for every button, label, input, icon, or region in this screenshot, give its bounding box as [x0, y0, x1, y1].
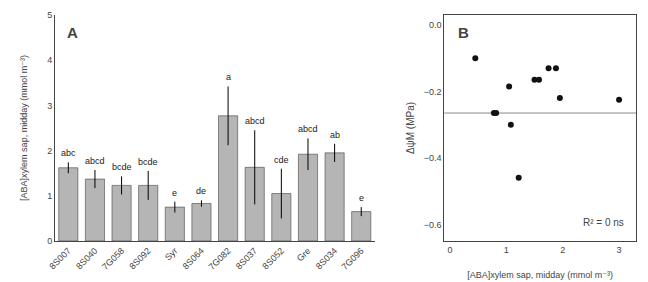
svg-text:bcde: bcde [112, 162, 132, 172]
svg-text:e: e [359, 193, 364, 203]
svg-text:Syr: Syr [163, 246, 180, 263]
svg-text:5: 5 [47, 10, 52, 20]
svg-text:1: 1 [504, 245, 509, 255]
svg-text:−0.2: −0.2 [424, 87, 442, 97]
svg-text:8S037: 8S037 [234, 246, 259, 271]
svg-text:8S052: 8S052 [260, 246, 285, 271]
svg-text:7G096: 7G096 [340, 246, 366, 272]
svg-text:abcd: abcd [245, 116, 265, 126]
svg-text:R² = 0 ns: R² = 0 ns [583, 217, 624, 228]
svg-text:de: de [196, 186, 206, 196]
svg-text:2: 2 [47, 146, 52, 156]
svg-text:e: e [172, 188, 177, 198]
svg-text:8S040: 8S040 [74, 246, 99, 271]
svg-text:8S034: 8S034 [314, 246, 339, 271]
svg-text:cde: cde [274, 155, 289, 165]
svg-text:−0.6: −0.6 [424, 220, 442, 230]
svg-text:0: 0 [47, 236, 52, 246]
svg-text:1: 1 [47, 191, 52, 201]
svg-text:abcd: abcd [85, 156, 105, 166]
svg-text:8S007: 8S007 [47, 246, 72, 271]
svg-text:0.0: 0.0 [429, 20, 442, 30]
svg-text:ab: ab [330, 130, 340, 140]
svg-text:abc: abc [61, 148, 76, 158]
svg-text:[ABA]xylem sap, midday (mmol m: [ABA]xylem sap, midday (mmol m⁻³) [19, 55, 29, 201]
svg-text:−0.4: −0.4 [424, 153, 442, 163]
svg-text:A: A [67, 24, 78, 41]
svg-text:ΔψM (MPa): ΔψM (MPa) [405, 102, 416, 154]
svg-text:8S064: 8S064 [181, 246, 206, 271]
svg-text:2: 2 [560, 245, 565, 255]
svg-text:Gre: Gre [295, 246, 313, 264]
svg-text:8S092: 8S092 [127, 246, 152, 271]
svg-text:0: 0 [447, 245, 452, 255]
svg-text:bcde: bcde [138, 157, 158, 167]
svg-text:4: 4 [47, 55, 52, 65]
svg-text:7G082: 7G082 [207, 246, 233, 272]
svg-text:3: 3 [617, 245, 622, 255]
svg-text:B: B [458, 24, 469, 41]
svg-text:a: a [226, 72, 231, 82]
svg-text:7G058: 7G058 [100, 246, 126, 272]
svg-text:[ABA]xylem sap, midday (mmol m: [ABA]xylem sap, midday (mmol m⁻³) [467, 270, 613, 280]
svg-text:abcd: abcd [298, 124, 318, 134]
svg-text:3: 3 [47, 101, 52, 111]
